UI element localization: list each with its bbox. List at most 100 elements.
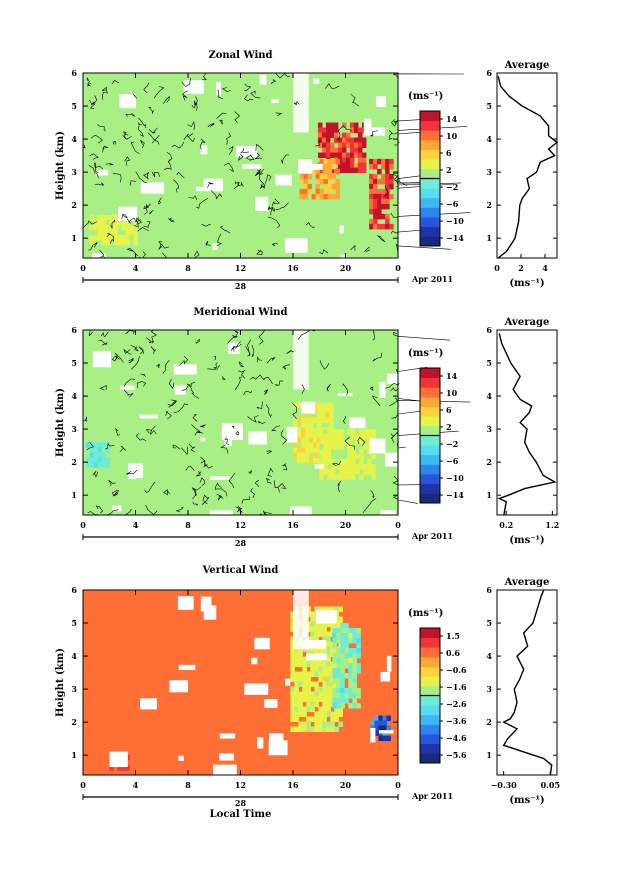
profile-x-tick-label: 4 bbox=[542, 263, 548, 273]
heatmap-cell bbox=[290, 686, 295, 693]
heatmap-cell bbox=[298, 701, 303, 708]
contour-line bbox=[350, 94, 359, 107]
heatmap-cell bbox=[381, 158, 386, 165]
missing-data bbox=[92, 350, 111, 368]
contour-line bbox=[196, 198, 209, 209]
heatmap-cell bbox=[318, 626, 323, 633]
heatmap-cell bbox=[97, 452, 103, 458]
heatmap-cell bbox=[105, 240, 111, 246]
heatmap-cell bbox=[382, 720, 387, 727]
heatmap-cell bbox=[377, 203, 382, 210]
heatmap-cell bbox=[385, 223, 390, 230]
heatmap-cell bbox=[325, 142, 331, 149]
heatmap-cell bbox=[317, 417, 322, 424]
date-label: 28 bbox=[235, 281, 247, 291]
colorbar-swatch bbox=[420, 149, 440, 160]
heatmap-cell bbox=[371, 454, 376, 460]
heatmap-cell bbox=[369, 208, 374, 215]
heatmap-cell bbox=[315, 178, 321, 185]
heatmap-cell bbox=[302, 681, 307, 688]
colorbar-tick-label: 0.6 bbox=[446, 648, 460, 658]
heatmap-cell bbox=[335, 158, 341, 165]
heatmap-cell bbox=[389, 158, 394, 165]
profile-frame bbox=[496, 72, 558, 259]
contour-line bbox=[123, 389, 134, 398]
heatmap-cell bbox=[93, 442, 99, 448]
contour-line bbox=[216, 112, 227, 119]
heatmap-cell bbox=[302, 676, 307, 683]
heatmap-cell bbox=[356, 628, 361, 634]
y-tick-label: 5 bbox=[71, 618, 77, 628]
missing-data bbox=[337, 393, 354, 397]
heatmap-cell bbox=[318, 631, 323, 638]
contour-line bbox=[259, 173, 265, 185]
heatmap-cell bbox=[340, 693, 345, 699]
contour-line bbox=[274, 480, 279, 488]
heatmap-cell bbox=[335, 193, 341, 200]
heatmap-cell bbox=[345, 167, 351, 174]
heatmap-cell bbox=[359, 454, 364, 460]
heatmap-cell bbox=[322, 721, 327, 728]
missing-data bbox=[254, 637, 270, 650]
heatmap-cell bbox=[294, 711, 299, 718]
heatmap-cell bbox=[133, 235, 139, 241]
heatmap-cell bbox=[329, 402, 334, 409]
contour-line bbox=[391, 409, 432, 419]
heatmap-cell bbox=[294, 706, 299, 713]
heatmap-cell bbox=[321, 132, 327, 139]
contour-line bbox=[163, 489, 170, 496]
heatmap-cell bbox=[314, 726, 319, 733]
heatmap-cell bbox=[319, 469, 324, 475]
heatmap-cell bbox=[349, 147, 355, 154]
heatmap-cell bbox=[293, 447, 298, 454]
heatmap-cell bbox=[353, 137, 359, 144]
heatmap-cell bbox=[318, 686, 323, 693]
heatmap-cell bbox=[344, 628, 349, 634]
contour-line bbox=[271, 198, 280, 207]
heatmap-cell bbox=[345, 152, 351, 159]
colorbar-swatch bbox=[420, 493, 440, 504]
average-profile: Average 1 2 3 4 5 6 0 2 4 (ms⁻¹) bbox=[486, 60, 559, 289]
heatmap-cell bbox=[305, 417, 310, 424]
x-tick-label: 20 bbox=[340, 263, 352, 273]
heatmap-cell bbox=[293, 422, 298, 429]
contour-line bbox=[282, 364, 291, 370]
heatmap-cell bbox=[302, 711, 307, 718]
average-profile: Average 1 2 3 4 5 6 0.2 1.2(ms⁻¹) bbox=[486, 317, 559, 546]
heatmap-cell bbox=[306, 671, 311, 678]
x-tick-label: 20 bbox=[340, 780, 352, 790]
contour-line bbox=[98, 339, 108, 346]
heatmap-cell bbox=[105, 220, 111, 226]
heatmap-cell bbox=[373, 208, 378, 215]
contour-line bbox=[158, 243, 164, 250]
heatmap-cell bbox=[352, 668, 357, 674]
missing-data bbox=[178, 664, 196, 671]
heatmap-cell bbox=[109, 235, 115, 241]
colorbar: (ms⁻¹) 14 10 6 2 −2 −6 −10 −14 bbox=[408, 91, 464, 247]
x-tick-label: 4 bbox=[133, 263, 139, 273]
contour-line bbox=[213, 355, 216, 360]
contour-line bbox=[247, 415, 259, 423]
missing-data bbox=[349, 417, 366, 429]
heatmap-cell bbox=[323, 444, 328, 450]
contour-line bbox=[315, 140, 322, 147]
heatmap-cell bbox=[386, 715, 391, 722]
heatmap-cell bbox=[355, 439, 360, 445]
contour-line bbox=[173, 403, 189, 414]
heatmap-cell bbox=[332, 703, 337, 709]
heatmap-cell bbox=[302, 686, 307, 693]
x-tick-label: 0 bbox=[395, 263, 401, 273]
contour-line bbox=[207, 182, 214, 188]
heatmap-cell bbox=[343, 459, 348, 465]
heatmap-cell bbox=[385, 178, 390, 185]
contour-line bbox=[99, 385, 107, 391]
heatmap-cell bbox=[105, 235, 111, 241]
y-tick-label: 5 bbox=[71, 358, 77, 368]
contour-line bbox=[241, 496, 251, 504]
heatmap-cell bbox=[93, 452, 99, 458]
heatmap-cell bbox=[331, 464, 336, 470]
heatmap-cell bbox=[318, 696, 323, 703]
profile-y-tick-label: 5 bbox=[486, 101, 492, 111]
contour-line bbox=[254, 169, 261, 177]
heatmap-cell bbox=[305, 422, 310, 429]
